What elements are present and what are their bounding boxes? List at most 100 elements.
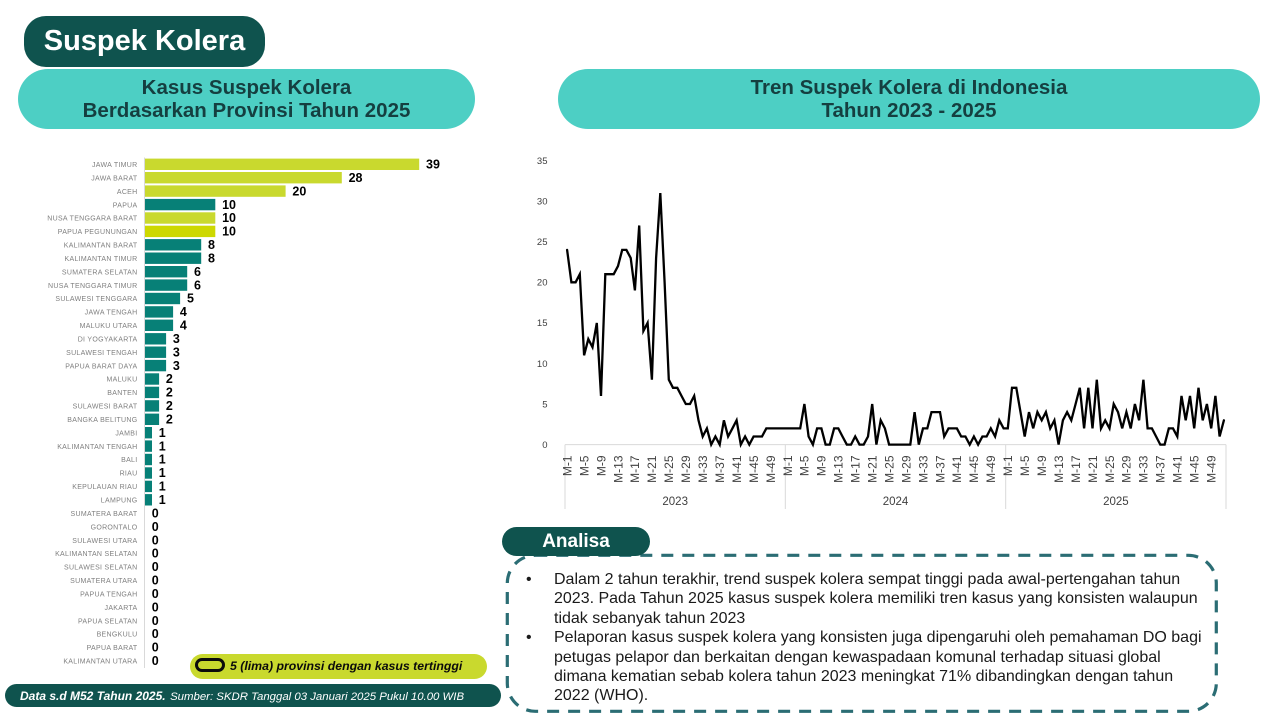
svg-text:KEPULAUAN RIAU: KEPULAUAN RIAU [72, 484, 137, 491]
svg-text:JAWA TENGAH: JAWA TENGAH [85, 310, 138, 317]
svg-text:M-29: M-29 [1120, 455, 1134, 483]
svg-text:SULAWESI TENGAH: SULAWESI TENGAH [66, 350, 137, 357]
svg-text:M-5: M-5 [577, 455, 591, 476]
svg-text:15: 15 [537, 318, 548, 329]
svg-text:0: 0 [152, 614, 159, 628]
svg-text:M-29: M-29 [899, 455, 913, 483]
svg-text:GORONTALO: GORONTALO [91, 524, 138, 531]
svg-text:1: 1 [159, 453, 166, 467]
svg-text:M-25: M-25 [882, 455, 896, 483]
svg-text:30: 30 [537, 197, 548, 208]
svg-text:SULAWESI TENGGARA: SULAWESI TENGGARA [55, 296, 137, 303]
svg-text:M-37: M-37 [1154, 455, 1168, 483]
svg-text:25: 25 [537, 237, 548, 248]
svg-text:10: 10 [222, 211, 236, 225]
svg-text:1: 1 [159, 439, 166, 453]
svg-text:0: 0 [152, 654, 159, 668]
svg-text:2: 2 [166, 372, 173, 386]
svg-text:2025: 2025 [1103, 496, 1129, 508]
svg-text:M-41: M-41 [1171, 455, 1185, 483]
svg-text:0: 0 [152, 641, 159, 655]
svg-text:M-33: M-33 [1137, 455, 1151, 483]
svg-text:M-1: M-1 [1001, 455, 1015, 476]
svg-text:M-45: M-45 [967, 455, 981, 483]
svg-text:PAPUA BARAT DAYA: PAPUA BARAT DAYA [65, 363, 137, 370]
svg-text:M-45: M-45 [1188, 455, 1202, 483]
svg-text:2023: 2023 [662, 496, 688, 508]
svg-text:39: 39 [426, 158, 440, 172]
svg-text:M-21: M-21 [1086, 455, 1100, 483]
svg-text:M-13: M-13 [832, 455, 846, 483]
svg-text:M-49: M-49 [984, 455, 998, 483]
svg-text:RIAU: RIAU [120, 471, 138, 478]
svg-text:4: 4 [180, 319, 187, 333]
svg-text:BANTEN: BANTEN [107, 390, 137, 397]
svg-text:KALIMANTAN TENGAH: KALIMANTAN TENGAH [57, 444, 137, 451]
svg-text:0: 0 [152, 520, 159, 534]
svg-text:1: 1 [159, 466, 166, 480]
svg-text:M-41: M-41 [730, 455, 744, 483]
svg-text:PAPUA: PAPUA [113, 202, 138, 209]
svg-text:SUMATERA UTARA: SUMATERA UTARA [70, 578, 137, 585]
svg-text:BALI: BALI [121, 457, 137, 464]
svg-text:6: 6 [194, 278, 201, 292]
svg-text:0: 0 [152, 574, 159, 588]
svg-text:20: 20 [292, 184, 306, 198]
svg-text:SULAWESI SELATAN: SULAWESI SELATAN [64, 565, 138, 572]
svg-text:6: 6 [194, 265, 201, 279]
svg-text:LAMPUNG: LAMPUNG [101, 498, 138, 505]
svg-text:M-25: M-25 [1103, 455, 1117, 483]
svg-text:M-17: M-17 [628, 455, 642, 483]
svg-text:PAPUA SELATAN: PAPUA SELATAN [78, 618, 138, 625]
svg-text:2: 2 [166, 399, 173, 413]
svg-text:JAKARTA: JAKARTA [105, 605, 138, 612]
svg-text:0: 0 [152, 587, 159, 601]
svg-text:10: 10 [537, 359, 548, 370]
svg-text:SUMATERA SELATAN: SUMATERA SELATAN [62, 269, 138, 276]
svg-text:3: 3 [173, 359, 180, 373]
svg-text:DI YOGYAKARTA: DI YOGYAKARTA [78, 337, 138, 344]
svg-text:M-5: M-5 [798, 455, 812, 476]
svg-text:M-17: M-17 [849, 455, 863, 483]
svg-text:28: 28 [349, 171, 363, 185]
svg-text:2: 2 [166, 386, 173, 400]
svg-text:0: 0 [152, 533, 159, 547]
svg-text:M-37: M-37 [933, 455, 947, 483]
svg-text:M-49: M-49 [1205, 455, 1219, 483]
svg-text:M-45: M-45 [747, 455, 761, 483]
svg-text:20: 20 [537, 278, 548, 289]
svg-text:0: 0 [152, 627, 159, 641]
svg-text:M-5: M-5 [1018, 455, 1032, 476]
svg-text:M-9: M-9 [1035, 455, 1049, 476]
svg-text:JAWA TIMUR: JAWA TIMUR [92, 162, 138, 169]
svg-text:MALUKU: MALUKU [107, 377, 138, 384]
svg-text:1: 1 [159, 426, 166, 440]
svg-text:JAMBI: JAMBI [115, 430, 137, 437]
svg-text:MALUKU UTARA: MALUKU UTARA [80, 323, 138, 330]
svg-text:8: 8 [208, 251, 215, 265]
svg-text:SULAWESI UTARA: SULAWESI UTARA [72, 538, 137, 545]
svg-text:0: 0 [152, 547, 159, 561]
svg-text:SUMATERA BARAT: SUMATERA BARAT [71, 511, 138, 518]
svg-text:1: 1 [159, 493, 166, 507]
svg-text:M-21: M-21 [866, 455, 880, 483]
svg-text:PAPUA BARAT: PAPUA BARAT [87, 645, 138, 652]
svg-text:SULAWESI BARAT: SULAWESI BARAT [73, 404, 138, 411]
svg-text:KALIMANTAN SELATAN: KALIMANTAN SELATAN [55, 551, 137, 558]
svg-text:0: 0 [542, 440, 547, 451]
svg-text:M-13: M-13 [611, 455, 625, 483]
svg-text:3: 3 [173, 332, 180, 346]
svg-text:M-29: M-29 [679, 455, 693, 483]
svg-text:0: 0 [152, 560, 159, 574]
svg-text:0: 0 [152, 506, 159, 520]
svg-text:PAPUA PEGUNUNGAN: PAPUA PEGUNUNGAN [58, 229, 138, 236]
svg-text:M-33: M-33 [696, 455, 710, 483]
svg-text:M-1: M-1 [560, 455, 574, 476]
svg-text:PAPUA TENGAH: PAPUA TENGAH [80, 591, 137, 598]
svg-text:5: 5 [542, 399, 547, 410]
svg-text:KALIMANTAN TIMUR: KALIMANTAN TIMUR [65, 256, 138, 263]
svg-text:BANGKA BELITUNG: BANGKA BELITUNG [67, 417, 137, 424]
svg-text:4: 4 [180, 305, 187, 319]
svg-text:8: 8 [208, 238, 215, 252]
svg-text:KALIMANTAN BARAT: KALIMANTAN BARAT [64, 243, 138, 250]
